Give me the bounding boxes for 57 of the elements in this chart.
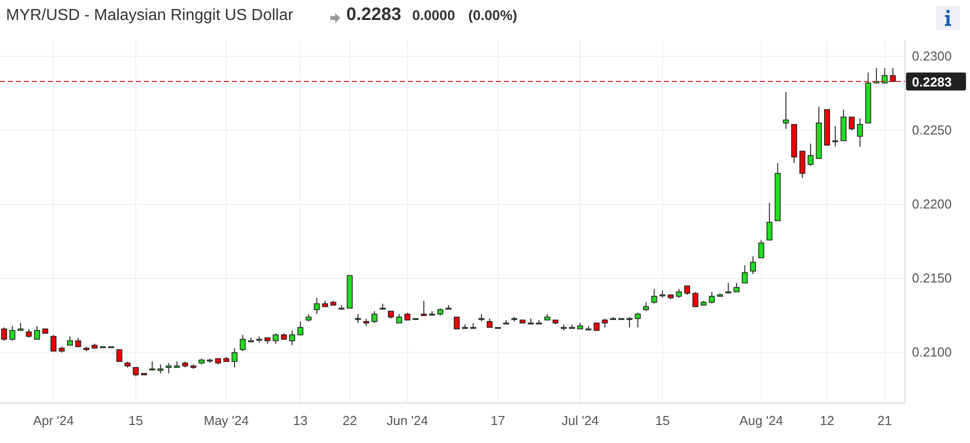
candlestick <box>651 288 658 304</box>
candlestick <box>857 118 863 148</box>
candlestick <box>890 68 896 82</box>
candlestick <box>799 150 806 178</box>
candlestick <box>840 109 846 142</box>
y-tick-label: 0.2250 <box>912 122 952 138</box>
candlestick <box>1 326 8 342</box>
x-tick-label: Aug '24 <box>739 413 784 428</box>
candlestick <box>873 68 880 84</box>
candlestick <box>808 143 814 166</box>
candlestick <box>454 316 460 330</box>
candlestick <box>116 349 122 362</box>
candlestick <box>758 240 764 258</box>
x-tick-label: May '24 <box>204 413 249 428</box>
candlestick <box>371 310 378 324</box>
x-tick-label: 15 <box>128 413 144 428</box>
candlestick <box>848 116 855 131</box>
candlestick <box>34 325 40 340</box>
x-tick-label: Apr '24 <box>33 413 74 428</box>
candlestick <box>782 91 789 130</box>
candlestick <box>166 362 172 374</box>
text: 0.2283 <box>346 4 402 24</box>
y-tick-label: 0.2100 <box>912 344 952 360</box>
candlestick <box>708 291 715 304</box>
candlestick <box>626 316 632 328</box>
x-tick-label: 13 <box>293 413 308 428</box>
candlestick <box>634 312 641 328</box>
candlestick <box>766 202 772 241</box>
candlestick <box>420 300 427 316</box>
candlestick <box>314 297 320 315</box>
x-tick-label: 17 <box>490 413 506 428</box>
candlestick <box>725 282 732 294</box>
x-tick-label: 21 <box>877 413 892 428</box>
candlestick <box>232 348 238 368</box>
ref-line-label: 0.2283 <box>912 74 952 90</box>
candlestick <box>882 68 888 84</box>
y-tick-label: 0.2150 <box>912 270 952 286</box>
candlestick <box>297 321 304 336</box>
candlestick <box>9 325 16 342</box>
candlestick <box>50 334 56 352</box>
x-tick-label: Jul '24 <box>562 413 599 428</box>
text: 0.0000 <box>412 7 456 23</box>
y-tick-label: 0.2300 <box>912 48 952 64</box>
x-tick-label: Jun '24 <box>386 413 428 428</box>
y-tick-label: 0.2200 <box>912 196 952 212</box>
chart-title: MYR/USD - Malaysian Ringgit US Dollar <box>6 7 294 24</box>
candlestick <box>446 304 452 310</box>
candlestick <box>750 256 756 275</box>
candlestick <box>272 332 279 344</box>
candlestick <box>289 330 296 346</box>
text: (0.00%) <box>468 7 518 23</box>
candlestick <box>742 264 748 284</box>
x-tick-label: 12 <box>820 413 834 428</box>
candlestick <box>240 334 246 352</box>
x-tick-label: 22 <box>342 413 357 428</box>
x-tick-label: 15 <box>655 413 670 428</box>
candlestick <box>692 291 698 308</box>
